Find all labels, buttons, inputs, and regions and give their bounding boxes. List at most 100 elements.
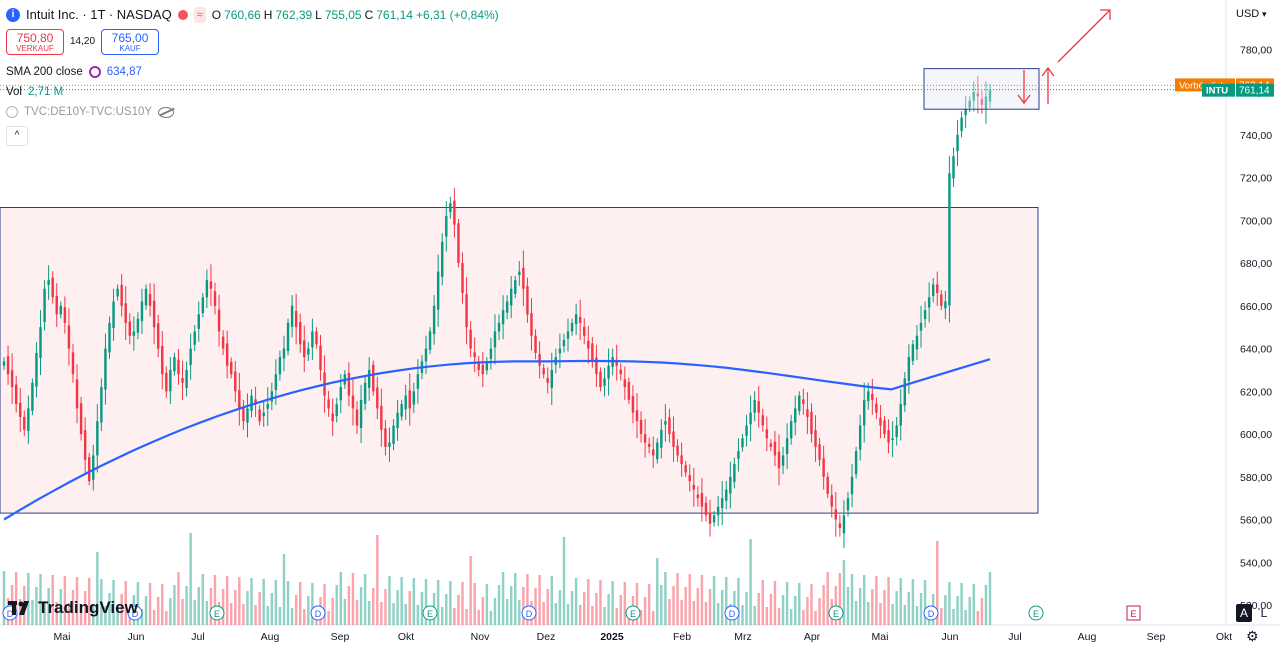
- volume-bar: [818, 598, 821, 625]
- candle-body: [984, 96, 988, 109]
- volume-bar: [27, 573, 30, 625]
- volume-bar: [100, 579, 103, 625]
- candle-body: [493, 331, 497, 348]
- candle-body: [315, 331, 318, 345]
- candle-body: [660, 429, 663, 448]
- candle-body: [319, 345, 322, 370]
- candle-body: [834, 509, 838, 520]
- volume-bar: [810, 584, 813, 625]
- log-scale-button[interactable]: L: [1260, 606, 1268, 620]
- candle-body: [262, 412, 265, 417]
- candle-body: [258, 409, 261, 422]
- symbol-value-tag: [1236, 83, 1274, 97]
- volume-bar: [87, 578, 91, 625]
- candle-body: [290, 305, 294, 327]
- candle-body: [676, 445, 679, 456]
- volume-bar: [960, 583, 963, 625]
- candle-body: [457, 223, 460, 264]
- buy-price: 765,00: [111, 30, 149, 45]
- event-marker-label: D: [132, 609, 139, 619]
- volume-bar: [607, 594, 610, 625]
- buy-label: KAUF: [119, 43, 141, 53]
- candle-body: [100, 387, 103, 423]
- x-tick-label: Jun: [942, 631, 959, 643]
- volume-bar: [765, 607, 769, 625]
- candle-body: [522, 267, 525, 289]
- candle-body: [311, 331, 314, 348]
- candle-body: [729, 476, 732, 494]
- volume-bar: [948, 582, 951, 625]
- compare-indicator-row[interactable]: TVC:DE10Y-TVC:US10Y: [6, 102, 499, 122]
- symbol-title[interactable]: Intuit Inc. · 1T · NASDAQ: [26, 7, 172, 22]
- hidden-eye-icon[interactable]: [158, 106, 175, 118]
- volume-bar: [976, 611, 980, 625]
- volume-bar: [307, 596, 310, 625]
- volume-bar: [505, 599, 509, 625]
- collapse-legend-button[interactable]: ^: [6, 126, 28, 146]
- volume-bar: [988, 572, 992, 625]
- wave-icon[interactable]: ≈: [193, 7, 206, 23]
- candle-body: [96, 421, 99, 456]
- candle-body: [6, 356, 10, 375]
- close-value: 761,14: [376, 8, 413, 22]
- volume-bar: [148, 583, 152, 625]
- volume-bar: [481, 597, 485, 625]
- sell-button[interactable]: 750,80 VERKAUF: [6, 29, 64, 55]
- candle-body: [367, 369, 371, 388]
- candle-body: [960, 117, 963, 132]
- open-value: 760,66: [224, 8, 261, 22]
- candle-body: [307, 348, 310, 355]
- gear-icon[interactable]: ⚙: [1246, 628, 1259, 644]
- cycle-icon[interactable]: [88, 66, 101, 78]
- candle-body: [278, 357, 282, 375]
- y-tick-label: 680,00: [1240, 258, 1272, 270]
- tradingview-logo[interactable]: TradingView: [8, 598, 138, 618]
- volume-indicator-row[interactable]: Vol 2,71 M: [6, 82, 499, 102]
- candle-body: [209, 281, 213, 289]
- candle-body: [303, 340, 306, 358]
- candle-body: [51, 277, 54, 298]
- candle-body: [546, 378, 549, 383]
- candle-body: [623, 379, 627, 388]
- candle-body: [185, 369, 188, 388]
- candle-body: [574, 314, 578, 325]
- volume-bar: [31, 600, 34, 625]
- dividend-marker: [724, 605, 740, 621]
- candle-body: [132, 331, 136, 336]
- auto-scale-button[interactable]: A: [1236, 604, 1252, 622]
- volume-bar: [599, 580, 602, 625]
- x-tick-label: Mai: [54, 631, 71, 643]
- volume-bar: [161, 584, 164, 625]
- candle-body: [489, 348, 493, 359]
- volume-bar: [35, 587, 38, 625]
- volume-bar: [323, 584, 326, 625]
- candle-body: [931, 284, 935, 296]
- volume-bar: [136, 582, 140, 625]
- candle-body: [331, 413, 334, 422]
- candle-body: [883, 420, 886, 435]
- volume-bar: [591, 606, 594, 625]
- volume-bar: [457, 595, 460, 625]
- volume-bar: [380, 602, 383, 625]
- consolidation-box: [923, 68, 1040, 110]
- buy-button[interactable]: 765,00 KAUF: [101, 29, 160, 55]
- volume-bar: [420, 592, 424, 625]
- close-label: C: [364, 8, 374, 22]
- breakout-arrow-head: [1100, 9, 1111, 20]
- candle-body: [347, 372, 351, 396]
- candle-body: [396, 412, 399, 429]
- candle-body: [668, 417, 671, 435]
- volume-bar: [879, 603, 882, 625]
- x-tick-label: Okt: [1216, 631, 1232, 643]
- sma-indicator-row[interactable]: SMA 200 close 634,87: [6, 62, 499, 82]
- candle-body: [501, 310, 505, 325]
- candle-body: [781, 455, 785, 466]
- currency-selector[interactable]: USD: [1236, 8, 1260, 20]
- candle-body: [570, 322, 574, 332]
- chevron-down-icon[interactable]: ▾: [1262, 9, 1267, 19]
- market-status-icon[interactable]: [177, 10, 188, 20]
- volume-bar: [55, 602, 58, 625]
- candle-body: [704, 502, 708, 516]
